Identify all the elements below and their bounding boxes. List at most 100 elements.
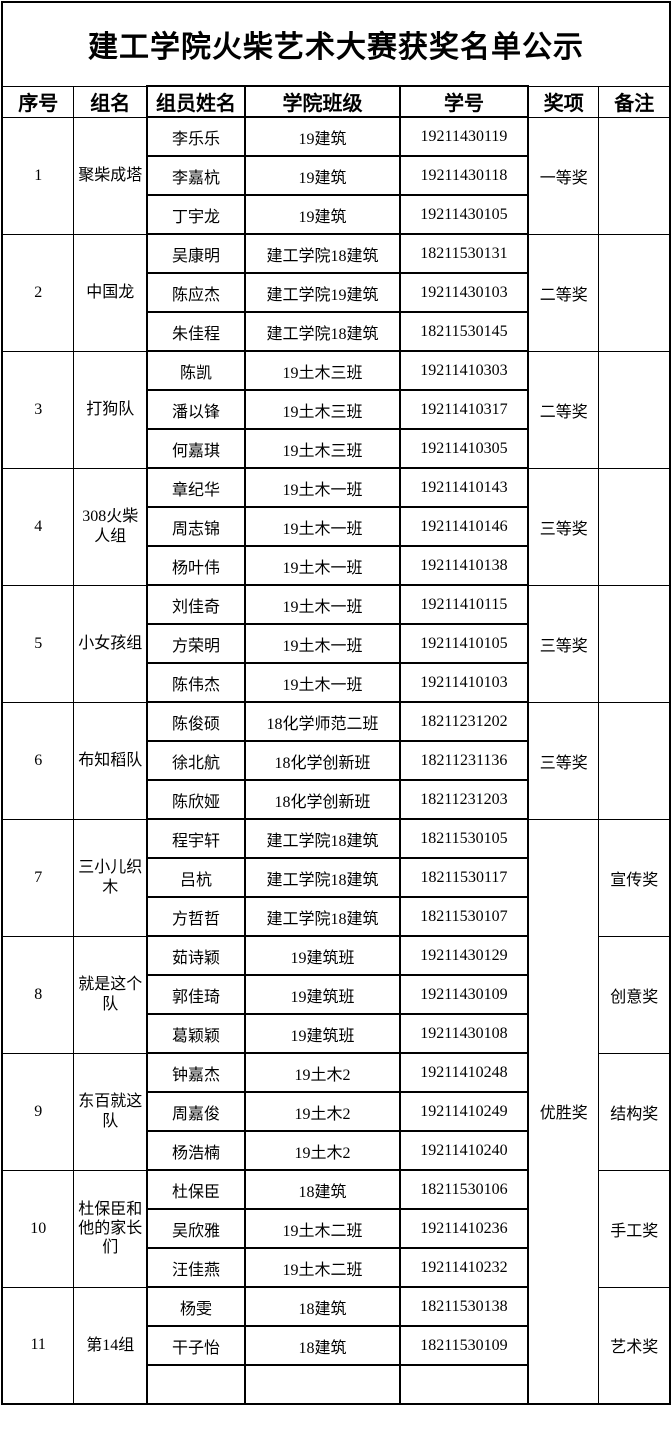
cell-remark: 艺术奖	[598, 1286, 671, 1405]
cell-member-name: 钟嘉杰	[145, 1052, 246, 1093]
cell-member-class: 18化学创新班	[243, 779, 401, 820]
cell-member-name: 郭佳琦	[145, 974, 246, 1015]
cell-member-class: 建工学院18建筑	[243, 311, 401, 352]
cell-member-id: 19211410248	[398, 1052, 529, 1093]
cell-group-no: 6	[1, 701, 75, 820]
cell-member-class: 19建筑	[243, 155, 401, 196]
column-header-remark: 备注	[598, 85, 671, 118]
cell-member-id	[398, 1364, 529, 1405]
table-row: 朱佳程 建工学院18建筑 18211530145	[2, 311, 670, 352]
table-row: 8 就是这个队 茹诗颖 19建筑班 19211430129 创意奖	[1, 935, 671, 1054]
cell-member-id: 19211430108	[398, 1013, 529, 1054]
table-row: 葛颖颖 19建筑班 19211430108	[2, 1013, 670, 1054]
cell-member-id: 19211430129	[398, 935, 529, 976]
table-row: 7 三小儿织木 程宇轩 建工学院18建筑 18211530105 优胜奖 宣传奖	[1, 818, 671, 1405]
cell-member-id: 19211430109	[398, 974, 529, 1015]
cell-member-name: 杜保臣	[145, 1169, 246, 1210]
cell-member-class: 19土木2	[243, 1091, 401, 1132]
cell-member-name: 程宇轩	[145, 818, 246, 859]
cell-member-id: 19211410305	[398, 428, 529, 469]
cell-member-class: 19建筑班	[243, 935, 401, 976]
cell-group-no: 2	[1, 233, 75, 352]
cell-member-id: 18211231203	[398, 779, 529, 820]
table-row: 郭佳琦 19建筑班 19211430109	[2, 974, 670, 1015]
cell-member-class: 18化学师范二班	[243, 701, 401, 742]
cell-member-class: 18建筑	[243, 1286, 401, 1327]
cell-member-id: 19211430105	[398, 194, 529, 235]
cell-member-class: 19土木一班	[243, 623, 401, 664]
cell-group-name: 三小儿织木	[73, 818, 148, 937]
table-row: 4 308火柴人组 章纪华 19土木一班 19211410143 三等奖	[1, 467, 671, 586]
cell-member-class: 19建筑班	[243, 974, 401, 1015]
cell-member-name: 周志锦	[145, 506, 246, 547]
cell-group-no: 9	[1, 1052, 75, 1171]
cell-member-class: 19土木一班	[243, 506, 401, 547]
cell-remark	[598, 233, 671, 352]
cell-member-class: 19土木2	[243, 1052, 401, 1093]
cell-member-class: 18化学创新班	[243, 740, 401, 781]
cell-member-name: 杨雯	[145, 1286, 246, 1327]
cell-award: 三等奖	[527, 701, 600, 820]
cell-member-name: 吕杭	[145, 857, 246, 898]
cell-member-id: 18211530107	[398, 896, 529, 937]
table-row: 周嘉俊 19土木2 19211410249	[2, 1091, 670, 1132]
cell-member-id: 19211410143	[398, 467, 529, 508]
cell-group-no: 4	[1, 467, 75, 586]
table-row: 吕杭 建工学院18建筑 18211530117	[2, 857, 670, 898]
cell-group-name: 308火柴人组	[73, 467, 148, 586]
cell-group-name: 杜保臣和他的家长们	[73, 1169, 148, 1288]
column-header-student_id: 学号	[398, 85, 529, 118]
table-row: 10 杜保臣和他的家长们 杜保臣 18建筑 18211530106 手工奖	[1, 1169, 671, 1288]
cell-member-class: 建工学院18建筑	[243, 818, 401, 859]
cell-member-id: 18211530106	[398, 1169, 529, 1210]
cell-group-no: 10	[1, 1169, 75, 1288]
cell-group-no: 5	[1, 584, 75, 703]
cell-member-name: 干子怡	[145, 1325, 246, 1366]
cell-member-class: 19土木2	[243, 1130, 401, 1171]
title-row: 建工学院火柴艺术大赛获奖名单公示	[0, 1, 672, 87]
cell-member-id: 18211530145	[398, 311, 529, 352]
table-row: 周志锦 19土木一班 19211410146	[2, 506, 670, 547]
cell-member-class: 19土木三班	[243, 428, 401, 469]
cell-group-no: 11	[1, 1286, 75, 1405]
cell-remark: 结构奖	[598, 1052, 671, 1171]
cell-member-class: 19土木二班	[243, 1247, 401, 1288]
cell-member-class: 19土木三班	[243, 350, 401, 391]
cell-group-name: 就是这个队	[73, 935, 148, 1054]
cell-member-name: 茹诗颖	[145, 935, 246, 976]
cell-member-class: 19土木一班	[243, 545, 401, 586]
cell-member-class: 建工学院18建筑	[243, 896, 401, 937]
cell-member-name: 刘佳奇	[145, 584, 246, 625]
cell-member-class: 19土木三班	[243, 389, 401, 430]
cell-member-class: 建工学院19建筑	[243, 272, 401, 313]
cell-member-class: 19土木一班	[243, 584, 401, 625]
table-row: 杨浩楠 19土木2 19211410240	[2, 1130, 670, 1171]
cell-member-id: 18211530109	[398, 1325, 529, 1366]
cell-group-name: 打狗队	[73, 350, 148, 469]
cell-member-name: 方哲哲	[145, 896, 246, 937]
cell-award: 三等奖	[527, 584, 600, 703]
cell-remark	[598, 701, 671, 820]
cell-member-name: 陈欣娅	[145, 779, 246, 820]
cell-group-no: 8	[1, 935, 75, 1054]
cell-overall-award: 优胜奖	[527, 818, 600, 1405]
table-row: 汪佳燕 19土木二班 19211410232	[2, 1247, 670, 1288]
cell-remark: 宣传奖	[598, 818, 671, 937]
cell-member-id: 18211231202	[398, 701, 529, 742]
table-row: 李嘉杭 19建筑 19211430118	[2, 155, 670, 196]
cell-member-id: 19211410303	[398, 350, 529, 391]
cell-member-class: 建工学院18建筑	[243, 233, 401, 274]
cell-member-name: 吴欣雅	[145, 1208, 246, 1249]
cell-group-name: 小女孩组	[73, 584, 148, 703]
cell-member-class: 建工学院18建筑	[243, 857, 401, 898]
cell-member-id: 19211430103	[398, 272, 529, 313]
table-row: 吴欣雅 19土木二班 19211410236	[2, 1208, 670, 1249]
cell-member-name: 方荣明	[145, 623, 246, 664]
column-header-row: 序号 组名 组员姓名 学院班级 学号 奖项 备注	[1, 85, 671, 118]
table-row: 何嘉琪 19土木三班 19211410305	[2, 428, 670, 469]
cell-member-name: 李乐乐	[145, 116, 246, 157]
cell-member-name: 吴康明	[145, 233, 246, 274]
table-row: 徐北航 18化学创新班 18211231136	[2, 740, 670, 781]
cell-award: 二等奖	[527, 233, 600, 352]
